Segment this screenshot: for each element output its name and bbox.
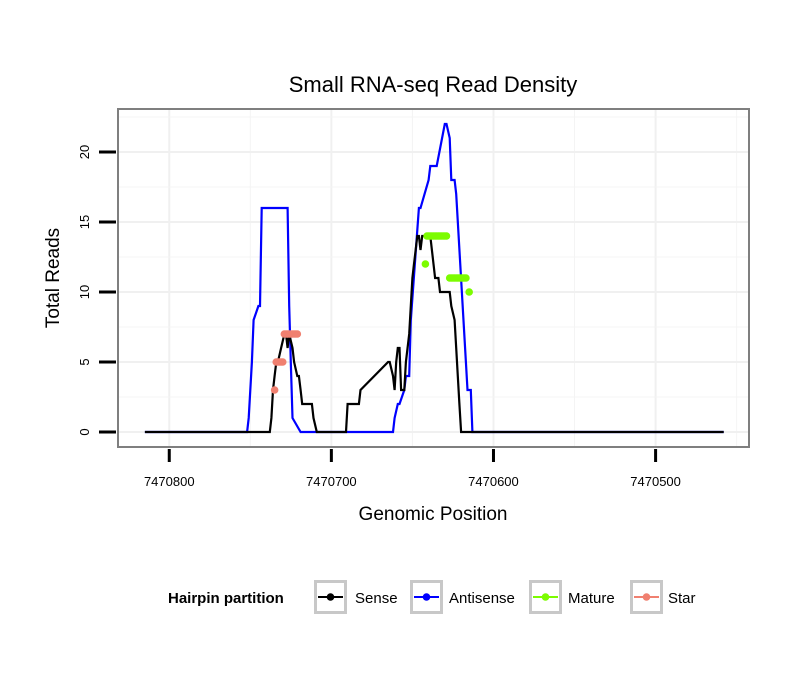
series-sense	[144, 234, 724, 434]
legend-key-point	[642, 593, 651, 601]
star-point	[293, 330, 302, 338]
legend-label: Star	[668, 590, 696, 607]
legend-key-point	[422, 593, 431, 601]
grid	[119, 110, 748, 446]
y-tick-label: 20	[77, 145, 92, 159]
sense-line	[144, 234, 724, 434]
y-tick-label: 5	[77, 358, 92, 365]
x-tick-label: 7470800	[144, 474, 195, 489]
mature-point	[465, 288, 473, 296]
plot-border	[117, 108, 750, 448]
series-layer	[144, 122, 724, 434]
x-tick-label: 7470700	[306, 474, 357, 489]
series-star	[270, 330, 302, 394]
legend-item-mature: Mature	[529, 580, 615, 614]
mature-point	[442, 232, 451, 240]
legend-title: Hairpin partition	[168, 590, 284, 607]
legend-key-point	[541, 593, 550, 601]
legend-item-sense: Sense	[314, 580, 398, 614]
chart-title: Small RNA-seq Read Density	[289, 72, 578, 97]
legend-label: Antisense	[449, 590, 515, 607]
legend-item-star: Star	[630, 580, 696, 614]
y-tick-label: 10	[77, 285, 92, 299]
legend-item-antisense: Antisense	[410, 580, 515, 614]
legend-key-point	[326, 593, 335, 601]
x-axis: 7470800 7470700 7470600 7470500	[144, 449, 681, 489]
legend-label: Sense	[355, 590, 398, 607]
star-point	[270, 386, 279, 394]
legend-label: Mature	[568, 590, 615, 607]
legend: Hairpin partition Sense Antisense Mature St…	[168, 580, 696, 614]
y-tick-label: 15	[77, 215, 92, 229]
y-axis: 0 5 10 15 20	[77, 145, 116, 436]
y-axis-title: Total Reads	[43, 228, 64, 328]
x-tick-label: 7470600	[468, 474, 519, 489]
x-tick-label: 7470500	[630, 474, 681, 489]
y-tick-label: 0	[77, 428, 92, 435]
star-point	[278, 358, 287, 366]
mature-point	[421, 260, 430, 268]
series-mature	[421, 232, 473, 296]
x-axis-title: Genomic Position	[359, 504, 508, 525]
mature-point	[462, 274, 470, 282]
